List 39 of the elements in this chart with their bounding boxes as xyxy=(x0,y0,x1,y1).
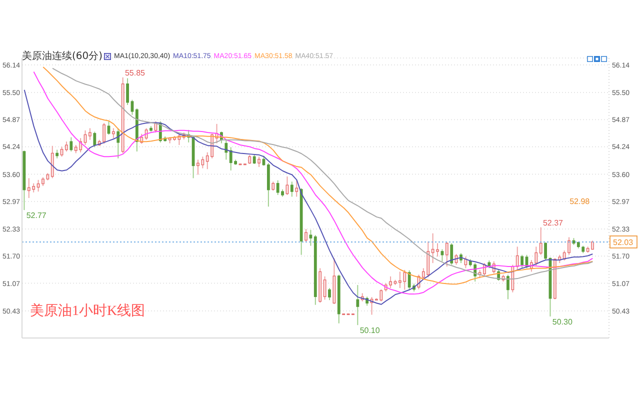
annotation: 50.30 xyxy=(552,317,573,326)
candlestick xyxy=(258,156,260,168)
candlestick xyxy=(328,288,331,301)
candlestick xyxy=(450,242,454,266)
candlestick xyxy=(126,78,129,106)
candlestick xyxy=(295,180,298,198)
candlestick xyxy=(93,131,96,148)
candlestick xyxy=(286,176,289,196)
annotation: 50.10 xyxy=(360,326,380,336)
candlestick xyxy=(116,128,120,159)
candlestick xyxy=(224,139,228,160)
candlestick xyxy=(248,154,252,164)
candlestick xyxy=(88,128,92,140)
candlestick xyxy=(445,242,448,267)
candlestick xyxy=(539,226,542,256)
candlestick xyxy=(290,181,294,198)
candlestick xyxy=(252,154,256,164)
candlestick xyxy=(544,242,547,261)
candlestick xyxy=(356,284,360,326)
candlestick xyxy=(520,254,524,269)
chart-subtitle: 美原油连续(60分) xyxy=(22,51,103,62)
candlestick xyxy=(464,256,468,269)
candlestick xyxy=(309,229,312,246)
candlestick xyxy=(516,246,519,270)
annotation: 52.37 xyxy=(542,218,564,228)
annotation: 52.77 xyxy=(26,211,47,220)
candlestick xyxy=(70,136,73,152)
candlestick xyxy=(112,128,115,139)
candlestick xyxy=(506,274,510,300)
text: 美原油1小时K线图 xyxy=(30,304,146,319)
annotation: 52.98 xyxy=(570,197,590,206)
candlestick xyxy=(50,145,54,179)
annotation: 55.85 xyxy=(124,68,146,78)
candlestick xyxy=(65,141,68,152)
candlestick xyxy=(272,181,275,192)
text: 52.03 xyxy=(613,238,634,247)
candlestick xyxy=(60,146,64,158)
candlestick xyxy=(130,99,134,116)
candlestick xyxy=(304,228,308,242)
